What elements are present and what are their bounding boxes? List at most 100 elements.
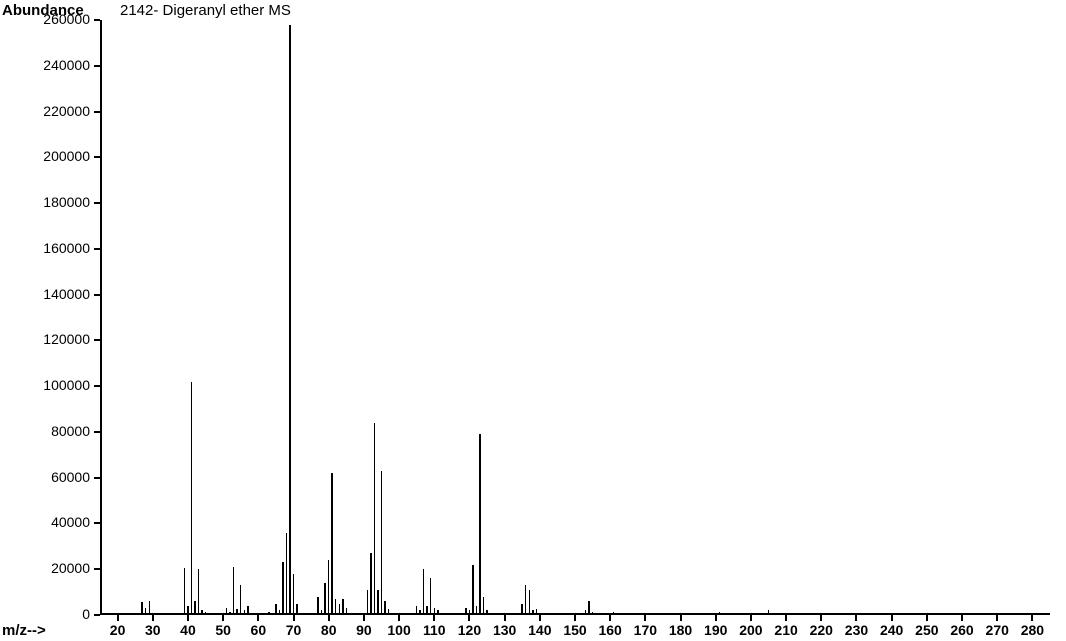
spectrum-peak [194,601,196,615]
y-tick-label: 20000 [20,560,90,576]
y-tick-label: 40000 [20,514,90,530]
x-tick [926,615,928,621]
x-tick [891,615,893,621]
spectrum-peak [331,473,333,615]
spectrum-peak [296,604,298,615]
spectrum-peak [768,610,770,615]
y-tick [94,294,100,296]
y-tick-label: 120000 [20,331,90,347]
x-tick [820,615,822,621]
spectrum-peak [240,585,242,615]
spectrum-peak [775,613,777,615]
spectrum-peak [486,610,488,615]
x-tick-label: 30 [138,622,168,638]
x-tick-label: 210 [771,622,801,638]
spectrum-peak [279,610,281,615]
spectrum-peak [465,608,467,615]
x-tick [504,615,506,621]
x-tick-label: 70 [279,622,309,638]
y-tick [94,339,100,341]
spectrum-peak [521,604,523,615]
x-tick [539,615,541,621]
x-tick [152,615,154,621]
x-tick [468,615,470,621]
spectrum-peak [469,610,471,615]
spectrum-peak [141,602,143,615]
spectrum-peak [339,604,341,615]
x-tick-label: 40 [173,622,203,638]
spectrum-peak [317,597,319,615]
plot-area: 0200004000060000800001000001200001400001… [100,20,1050,615]
x-tick [433,615,435,621]
spectrum-peak [226,608,228,615]
y-tick-label: 200000 [20,148,90,164]
x-tick-label: 240 [877,622,907,638]
spectrum-peak [321,610,323,615]
spectrum-peak [437,610,439,615]
spectrum-peak [479,434,481,615]
x-tick [644,615,646,621]
spectrum-peak [346,608,348,615]
spectrum-peak [268,612,270,615]
x-tick [680,615,682,621]
spectrum-peak [423,569,425,615]
x-tick-label: 20 [103,622,133,638]
x-tick-label: 50 [208,622,238,638]
x-tick [363,615,365,621]
spectrum-peak [145,608,147,615]
y-tick [94,477,100,479]
x-tick-label: 140 [525,622,555,638]
spectrum-peak [184,568,186,615]
spectrum-peak [191,382,193,615]
y-tick-label: 220000 [20,103,90,119]
spectrum-peak [282,562,284,615]
x-tick-label: 60 [243,622,273,638]
spectrum-peak [342,599,344,615]
y-tick-label: 60000 [20,469,90,485]
x-tick [961,615,963,621]
spectrum-peak [419,610,421,615]
y-tick-label: 100000 [20,377,90,393]
spectrum-peak [416,606,418,615]
spectrum-peak [289,25,291,615]
spectrum-peak [532,610,534,615]
spectrum-peak [529,590,531,615]
y-tick [94,568,100,570]
x-tick-label: 260 [947,622,977,638]
chart-title: 2142- Digeranyl ether MS [120,2,291,19]
spectrum-peak [483,597,485,615]
spectrum-peak [536,609,538,615]
y-tick [94,614,100,616]
x-tick [293,615,295,621]
spectrum-peak [187,606,189,615]
x-tick-label: 110 [419,622,449,638]
x-tick [222,615,224,621]
spectrum-peak [201,610,203,615]
y-tick [94,156,100,158]
y-tick-label: 140000 [20,286,90,302]
spectrum-peak [293,574,295,615]
x-tick-label: 120 [454,622,484,638]
y-axis-line [100,20,102,615]
y-tick [94,522,100,524]
spectrum-peak [588,601,590,615]
spectrum-peak [236,609,238,615]
spectrum-peak [430,578,432,615]
y-tick [94,19,100,21]
y-tick-label: 260000 [20,11,90,27]
spectrum-peak [149,601,151,615]
spectrum-peak [244,610,246,615]
x-tick-label: 130 [490,622,520,638]
spectrum-peak [381,471,383,615]
x-tick [715,615,717,621]
spectrum-peak [374,423,376,615]
spectrum-peak [370,553,372,615]
spectrum-peak [286,533,288,615]
spectrum-peak [719,612,721,615]
x-tick [609,615,611,621]
y-tick [94,431,100,433]
spectrum-peak [592,612,594,615]
x-tick-label: 200 [736,622,766,638]
x-tick-label: 230 [841,622,871,638]
x-tick [855,615,857,621]
